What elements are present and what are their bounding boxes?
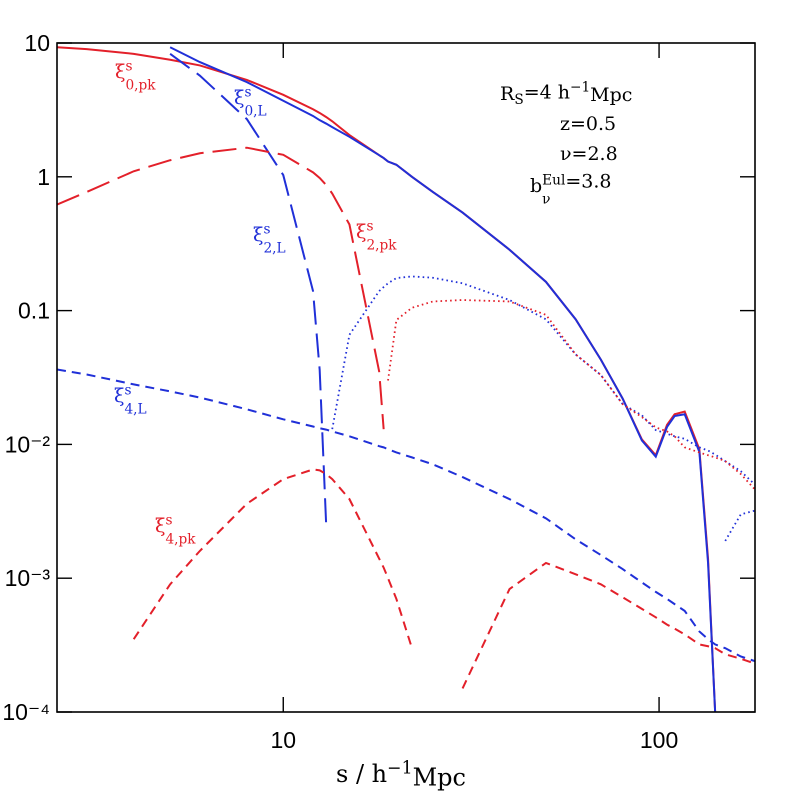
series-label-part: ξ (115, 61, 125, 83)
annotation-part: =4 h (524, 81, 570, 103)
annotation-part: ν=2.8 (560, 143, 618, 165)
series-label: ξs 2,pk (356, 218, 397, 253)
series-label-part: ξ (234, 87, 244, 109)
series-label-part: 2,pk (366, 238, 397, 254)
x-axis-label: s / h−1Mpc (336, 758, 466, 791)
x-axis-label-part: s / h (336, 760, 387, 788)
x-tick-label: 10 (270, 727, 296, 753)
annotation-part: −1 (570, 80, 590, 96)
y-tick-label: 0.1 (18, 298, 50, 324)
annotation-part: =3.8 (565, 170, 611, 192)
annotation-part: S (514, 92, 523, 108)
annotation: bEul ν =3.8 (530, 170, 611, 207)
x-axis-label-part: Mpc (413, 763, 466, 791)
curve (169, 46, 717, 712)
series-label: ξs 4,L (114, 382, 147, 417)
series-label-part: ξ (253, 224, 263, 246)
series-label: ξs 0,pk (115, 58, 156, 93)
annotation: z=0.5 (560, 113, 616, 135)
plot-frame (56, 42, 756, 713)
series-label-part: 4,L (124, 402, 146, 418)
series-label-part: s (366, 218, 373, 234)
series-label-part: 0,L (244, 104, 266, 120)
annotation-part: ν (542, 192, 550, 208)
y-tick-label: 1 (37, 164, 50, 190)
x-tick-label: 100 (640, 727, 678, 753)
curve (169, 53, 328, 523)
series-label: ξs 4,pk (155, 512, 196, 547)
annotation-part: z=0.5 (560, 113, 616, 135)
series-label: ξs 2,L (253, 221, 286, 256)
annotation-part: Mpc (590, 84, 632, 106)
annotation-part: b (530, 175, 542, 197)
annotation-part: R (500, 83, 515, 105)
series-label-part: ξ (114, 385, 124, 407)
series-label-part: ξ (155, 515, 165, 537)
annotation: RS=4 h−1Mpc (500, 80, 632, 109)
series-label-part: ξ (356, 221, 366, 243)
curve (461, 561, 755, 689)
y-tick-label: 10⁻³ (5, 565, 51, 591)
y-tick-label: 10 (24, 30, 50, 56)
annotation: ν=2.8 (560, 143, 618, 165)
curve-negative (387, 299, 755, 491)
curve-negative (724, 509, 755, 542)
series-label-part: 4,pk (165, 532, 196, 548)
series-label-part: s (244, 84, 251, 100)
y-tick-label: 10⁻² (5, 431, 51, 457)
series-label-part: s (124, 382, 131, 398)
curve (57, 146, 385, 430)
y-tick-label: 10⁻⁴ (2, 699, 50, 725)
series-label-part: 2,L (263, 241, 285, 257)
series-label-part: s (263, 221, 270, 237)
series-label-part: s (125, 58, 132, 74)
x-axis-label-part: −1 (387, 758, 412, 778)
series-label: ξs 0,L (234, 84, 267, 119)
series-label-part: 0,pk (125, 78, 156, 94)
series-label-part: s (165, 512, 172, 528)
annotation-part: Eul (542, 172, 565, 188)
plot-area (57, 46, 755, 712)
